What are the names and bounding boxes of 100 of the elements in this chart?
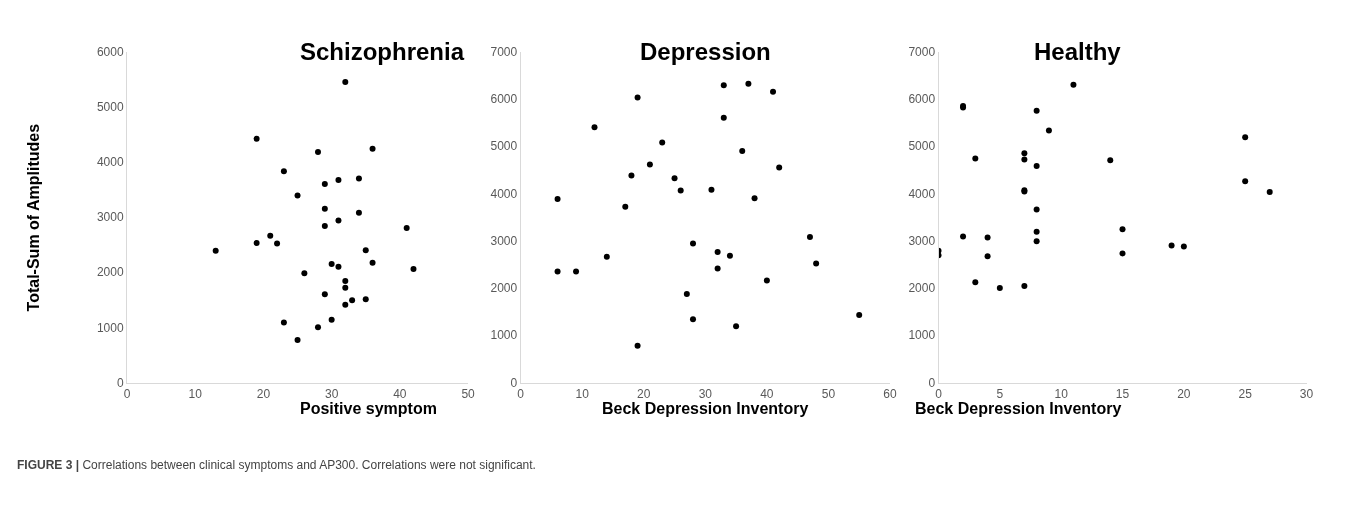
point [770, 88, 777, 95]
point [1033, 228, 1040, 235]
y-axis-title: Total-Sum of Amplitudes [25, 123, 43, 312]
point [301, 270, 308, 277]
point [342, 78, 349, 85]
x-tick-label: 20 [1177, 386, 1191, 401]
y-tick-label: 5000 [490, 139, 518, 154]
point [1107, 157, 1114, 164]
y-tick-label: 2000 [908, 281, 936, 296]
point [321, 222, 328, 229]
point [996, 284, 1003, 291]
point [689, 240, 696, 247]
point [369, 145, 376, 152]
point [733, 323, 740, 330]
point [1119, 250, 1126, 257]
point [1266, 189, 1273, 196]
point [1168, 242, 1175, 249]
point [634, 94, 641, 101]
point [603, 253, 610, 260]
point [622, 203, 629, 210]
point [714, 265, 721, 272]
x-tick-label: 20 [256, 386, 271, 401]
point [328, 260, 335, 267]
point [554, 196, 561, 203]
point [984, 253, 991, 260]
point [335, 217, 342, 224]
chart-title: Depression [640, 38, 771, 65]
point [342, 301, 349, 308]
y-tick-label: 6000 [908, 92, 936, 107]
point [1180, 243, 1187, 250]
chart-title: Healthy [1034, 38, 1122, 65]
y-tick-label: 4000 [908, 186, 936, 201]
point [294, 337, 301, 344]
y-tick-label: 3000 [96, 210, 124, 225]
point [1033, 238, 1040, 245]
y-tick-label: 3000 [490, 233, 518, 248]
point [813, 260, 820, 267]
point [403, 225, 410, 232]
point [280, 168, 287, 175]
y-tick-label: 0 [116, 375, 124, 390]
point [671, 175, 678, 182]
point [856, 311, 863, 318]
point [726, 252, 733, 259]
x-tick-label: 60 [883, 386, 897, 401]
point [739, 147, 746, 154]
x-tick-label: 30 [698, 386, 713, 401]
point [591, 124, 598, 131]
point [1021, 156, 1028, 163]
point [321, 205, 328, 212]
point [349, 297, 356, 304]
point [1242, 134, 1249, 141]
x-axis-title: Beck Depression Inventory [915, 400, 1122, 417]
point [573, 268, 580, 275]
point [1021, 283, 1028, 290]
point [751, 195, 758, 202]
point [776, 164, 783, 171]
point [315, 149, 321, 155]
point [328, 316, 335, 323]
point [1033, 163, 1040, 170]
point [1021, 150, 1028, 157]
point [1119, 226, 1126, 233]
point [253, 239, 260, 246]
point [677, 187, 684, 194]
y-tick-label: 5000 [96, 99, 124, 114]
point [972, 155, 979, 162]
point [1070, 81, 1077, 88]
caption: FIGURE 3 | Correlations between clinical symptoms and AP300. Correlations were not significant. [17, 458, 536, 472]
point [321, 180, 328, 187]
point [410, 265, 417, 272]
point [342, 284, 349, 291]
point [720, 114, 727, 121]
x-tick-label: 50 [821, 386, 836, 401]
point [683, 291, 690, 298]
x-axis-title: Beck Depression Inventory [602, 400, 809, 417]
point [212, 247, 219, 254]
x-tick-label: 30 [324, 386, 339, 401]
point [355, 175, 362, 182]
point [315, 324, 321, 331]
y-tick-label: 0 [510, 375, 518, 390]
point [984, 234, 991, 241]
point [960, 233, 967, 240]
point [253, 135, 260, 142]
point [369, 259, 376, 266]
point [628, 172, 635, 179]
x-tick-label: 15 [1115, 386, 1130, 401]
y-tick-label: 1000 [96, 320, 124, 335]
point [355, 209, 362, 216]
x-tick-label: 10 [575, 386, 590, 401]
point [362, 296, 369, 303]
y-tick-label: 3000 [908, 233, 936, 248]
point [267, 232, 274, 239]
point [659, 139, 666, 146]
y-tick-label: 1000 [490, 328, 518, 343]
point [720, 82, 727, 89]
x-tick-label: 25 [1238, 386, 1253, 401]
y-tick-label: 2000 [96, 265, 124, 280]
y-tick-label: 4000 [96, 155, 124, 170]
point [554, 268, 561, 275]
x-tick-label: 40 [760, 386, 774, 401]
point [745, 80, 752, 87]
